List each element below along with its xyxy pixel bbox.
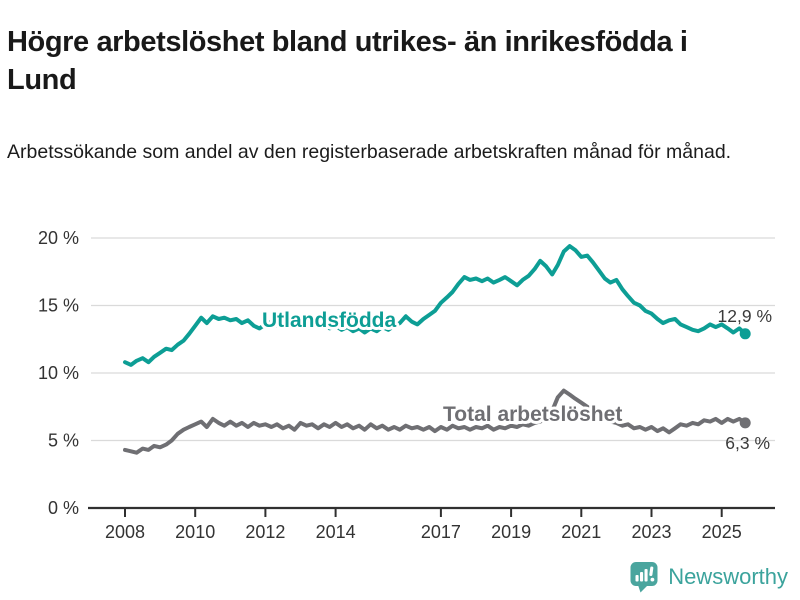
series-end-value-1: 6,3 % [725, 433, 770, 453]
y-tick-label: 0 % [48, 498, 79, 518]
series-label-0: Utlandsfödda [262, 309, 396, 332]
series-line-0 [123, 244, 748, 367]
x-tick-label: 2023 [631, 522, 671, 542]
speech-bubble-bar-chart-icon [630, 562, 658, 593]
y-tick-label: 5 % [48, 431, 79, 451]
series-end-dot-0 [739, 328, 751, 340]
x-tick-label: 2021 [561, 522, 601, 542]
x-tick-label: 2008 [105, 522, 145, 542]
series-end-dot-1 [739, 417, 751, 429]
chart-canvas: 0 % 5 % 10 % 15 % 20 % 2008 2010 2012 2014 2017 20… [38, 228, 775, 542]
brand-name: Newsworthy [668, 564, 788, 589]
x-tick-label: 2025 [702, 522, 742, 542]
x-tick-label: 2012 [245, 522, 285, 542]
series-line-1 [123, 388, 748, 455]
y-tick-label: 20 % [38, 228, 79, 248]
line-chart: 0 % 5 % 10 % 15 % 20 % 2008 2010 2012 2014 2017 20… [0, 210, 800, 565]
chart-subtitle: Arbetssökande som andel av den registerb… [7, 140, 732, 163]
y-tick-label: 15 % [38, 296, 79, 316]
series-label-1: Total arbetslöshet [443, 403, 622, 426]
x-tick-label: 2010 [175, 522, 215, 542]
x-tick-label: 2019 [491, 522, 531, 542]
page-title: Högre arbetslöshet bland utrikes- än inr… [7, 26, 688, 97]
x-tick-label: 2014 [316, 522, 356, 542]
x-tick-label: 2017 [421, 522, 461, 542]
newsworthy-logo[interactable]: Newsworthy [629, 561, 788, 593]
y-tick-label: 10 % [38, 363, 79, 383]
series-end-value-0: 12,9 % [718, 306, 772, 326]
